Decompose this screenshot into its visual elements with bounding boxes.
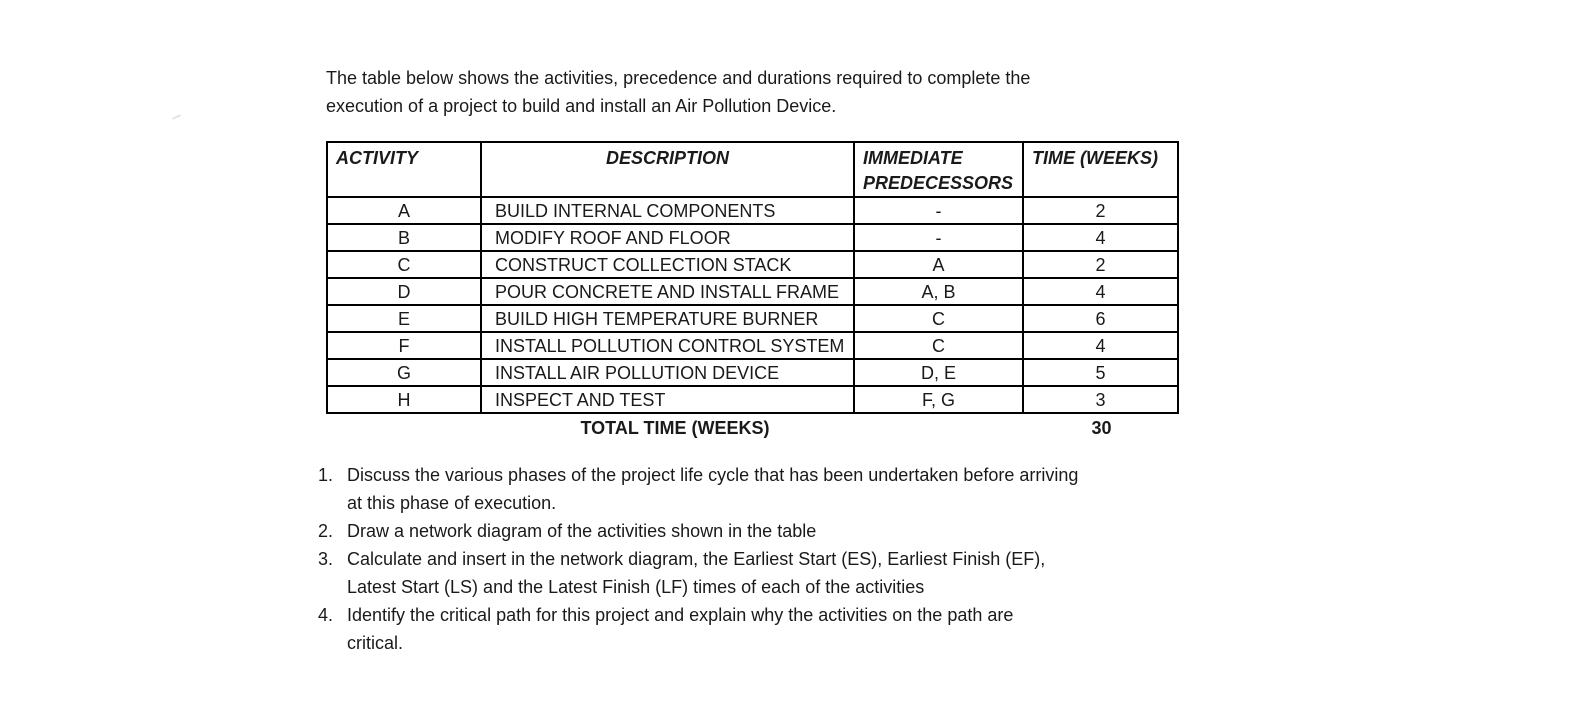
list-item: 2. Draw a network diagram of the activiti… [318, 517, 1206, 545]
time-cell: 5 [1022, 358, 1179, 387]
table-row: B MODIFY ROOF AND FLOOR -4 [326, 223, 1179, 252]
predecessors-cell: A [853, 250, 1024, 279]
header-predecessors: IMMEDIATE PREDECESSORS [853, 141, 1024, 198]
list-item-number: 1. [318, 465, 334, 485]
time-cell: 4 [1022, 223, 1179, 252]
header-row: ACTIVITY DESCRIPTION IMMEDIATE PREDECESS… [326, 141, 1179, 198]
time-cell: 3 [1022, 385, 1179, 414]
description-cell: INSPECT AND TEST [480, 385, 855, 414]
description-cell: BUILD HIGH TEMPERATURE BURNER [480, 304, 855, 333]
list-item: 3. Calculate and insert in the network di… [318, 545, 1206, 601]
text-line: Discuss the various phases of the projec… [347, 465, 1079, 485]
activity-cell: B [326, 223, 482, 252]
header-activity: ACTIVITY [326, 141, 482, 198]
description-cell: INSTALL AIR POLLUTION DEVICE [480, 358, 855, 387]
questions-list: 1. Discuss the various phases of the proj… [318, 461, 1206, 657]
time-cell: 4 [1022, 331, 1179, 360]
header-time: TIME (WEEKS) [1022, 141, 1179, 198]
time-cell: 6 [1022, 304, 1179, 333]
time-cell: 2 [1022, 250, 1179, 279]
table-row: A BUILD INTERNAL COMPONENTS -2 [326, 196, 1179, 225]
list-item-number: 3. [318, 549, 334, 569]
activity-table-body: A BUILD INTERNAL COMPONENTS -2 B MODIFY ROOF… [326, 196, 1179, 414]
text-line: critical. [347, 633, 404, 653]
activity-cell: H [326, 385, 482, 414]
predecessors-cell: F, G [853, 385, 1024, 414]
description-cell: MODIFY ROOF AND FLOOR [480, 223, 855, 252]
activity-table: ACTIVITY DESCRIPTION IMMEDIATE PREDECESS… [326, 141, 1179, 414]
text-line: Draw a network diagram of the activities… [347, 521, 817, 541]
table-row: E BUILD HIGH TEMPERATURE BURNER C 6 [326, 304, 1179, 333]
text-line: Identify the critical path for this proj… [347, 605, 1014, 625]
list-item-number: 2. [318, 521, 334, 541]
description-cell: CONSTRUCT COLLECTION STACK [480, 250, 855, 279]
list-item-text: Calculate and insert in the network diag… [347, 545, 1045, 601]
intro-paragraph: The table below shows the activities, pr… [326, 64, 1206, 120]
activity-cell: D [326, 277, 482, 306]
total-time-label: TOTAL TIME (WEEKS) [580, 418, 770, 438]
description-cell: BUILD INTERNAL COMPONENTS [480, 196, 855, 225]
predecessors-cell: D, E [853, 358, 1024, 387]
predecessors-cell: - [853, 196, 1024, 225]
text-line: Calculate and insert in the network diag… [347, 549, 1046, 569]
description-cell: POUR CONCRETE AND INSTALL FRAME [480, 277, 855, 306]
list-item: 1. Discuss the various phases of the proj… [318, 461, 1206, 517]
document-content: The table below shows the activities, pr… [318, 64, 1206, 657]
text-line: Latest Start (LS) and the Latest Finish … [347, 577, 925, 597]
list-item-text: Draw a network diagram of the activities… [347, 517, 816, 545]
description-cell: INSTALL POLLUTION CONTROL SYSTEM [480, 331, 855, 360]
activity-cell: G [326, 358, 482, 387]
activity-cell: A [326, 196, 482, 225]
activity-cell: C [326, 250, 482, 279]
table-row: F INSTALL POLLUTION CONTROL SYSTEM C 4 [326, 331, 1179, 360]
predecessors-cell: C [853, 331, 1024, 360]
list-item-text: Identify the critical path for this proj… [347, 601, 1013, 657]
list-item: 4. Identify the critical path for this pr… [318, 601, 1206, 657]
time-cell: 2 [1022, 196, 1179, 225]
time-cell: 4 [1022, 277, 1179, 306]
text-line: execution of a project to build and inst… [326, 96, 837, 116]
predecessors-cell: C [853, 304, 1024, 333]
list-item-number: 4. [318, 605, 334, 625]
text-line: at this phase of execution. [347, 493, 557, 513]
table-row: C CONSTRUCT COLLECTION STACK A 2 [326, 250, 1179, 279]
activity-table-header: ACTIVITY DESCRIPTION IMMEDIATE PREDECESS… [326, 141, 1179, 198]
activity-cell: E [326, 304, 482, 333]
activity-cell: F [326, 331, 482, 360]
total-time-value: 30 [1091, 418, 1112, 438]
header-description: DESCRIPTION [480, 141, 855, 198]
total-row: TOTAL TIME (WEEKS) 30 [326, 416, 1179, 440]
predecessors-cell: - [853, 223, 1024, 252]
predecessors-cell: A, B [853, 277, 1024, 306]
list-item-text: Discuss the various phases of the projec… [347, 461, 1078, 517]
stray-scan-artifact [171, 114, 182, 120]
text-line: The table below shows the activities, pr… [326, 68, 1031, 88]
